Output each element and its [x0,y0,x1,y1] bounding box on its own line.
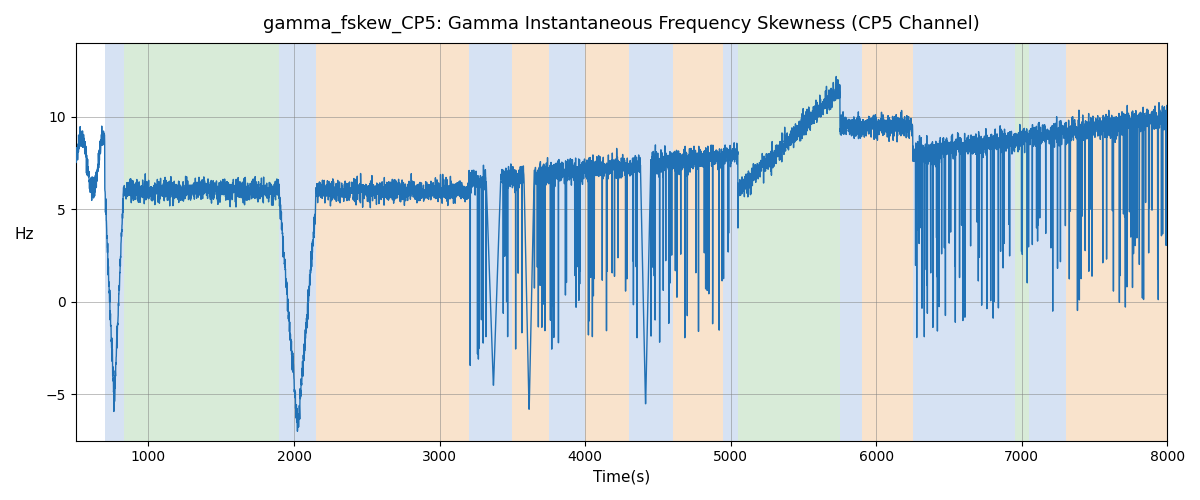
Bar [738,43,840,440]
Bar [316,43,469,440]
X-axis label: Time(s): Time(s) [593,470,650,485]
Bar [1030,43,1066,440]
Bar [548,43,586,440]
Bar [280,43,316,440]
Bar [672,43,724,440]
Bar [104,43,124,440]
Bar [840,43,862,440]
Bar [1066,43,1168,440]
Bar [862,43,913,440]
Bar [1014,43,1030,440]
Y-axis label: Hz: Hz [14,227,35,242]
Bar [586,43,629,440]
Bar [469,43,512,440]
Bar [512,43,548,440]
Bar [124,43,280,440]
Bar [629,43,672,440]
Title: gamma_fskew_CP5: Gamma Instantaneous Frequency Skewness (CP5 Channel): gamma_fskew_CP5: Gamma Instantaneous Fre… [263,15,980,34]
Bar [913,43,1014,440]
Bar [724,43,738,440]
